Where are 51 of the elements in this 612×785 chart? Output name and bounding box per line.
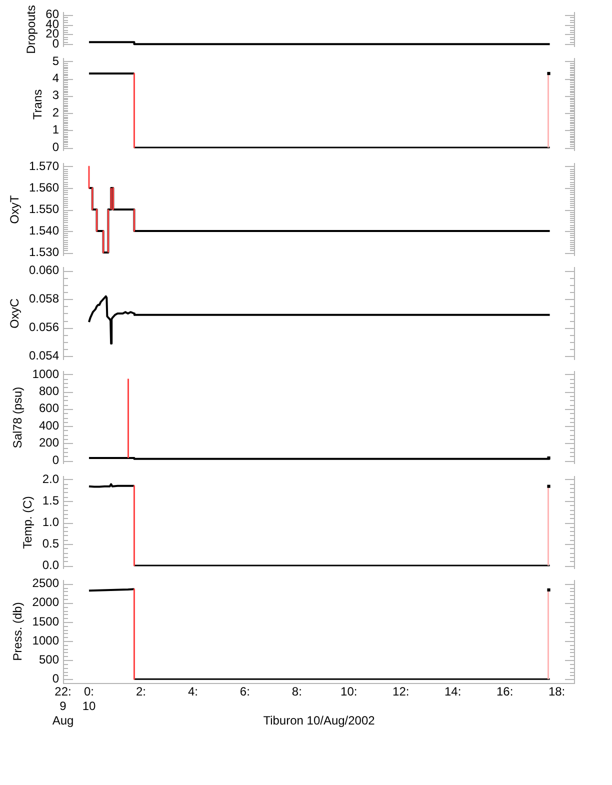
y-tick-label: 1.5 bbox=[42, 493, 60, 508]
y-tick-label: 0.5 bbox=[42, 536, 60, 550]
y-tick-label: 0.060 bbox=[28, 262, 60, 277]
x-tick-label: 14: bbox=[444, 684, 462, 699]
x-tick-label: 16: bbox=[496, 684, 514, 699]
x-tick-label: 2: bbox=[136, 684, 146, 699]
y-tick-label: 1.540 bbox=[28, 223, 60, 238]
y-tick-label: 2.0 bbox=[42, 472, 60, 486]
y-tick-label: 1 bbox=[52, 122, 60, 137]
y-tick-label: 2 bbox=[52, 105, 60, 120]
y-tick-label: 0 bbox=[52, 452, 60, 467]
y-tick-label: 1500 bbox=[32, 614, 60, 628]
y-tick-label: 1.570 bbox=[28, 158, 60, 173]
x-tick-label: 8: bbox=[292, 684, 302, 699]
y-tick-label: 2500 bbox=[32, 576, 60, 590]
y-tick-label: 0 bbox=[52, 672, 60, 686]
x-tick-label: 6: bbox=[240, 684, 250, 699]
y-axis-title: Press. (db) bbox=[10, 602, 25, 661]
x-tick-label: 22: 9 Aug bbox=[52, 684, 74, 728]
y-tick-label: 1000 bbox=[32, 633, 60, 648]
y-axis-title: OxyT bbox=[7, 194, 22, 224]
y-axis-title: Temp. (C) bbox=[20, 496, 35, 549]
y-tick-label: 1.0 bbox=[42, 514, 60, 529]
y-tick-label: 400 bbox=[38, 418, 60, 432]
x-tick-label: 12: bbox=[392, 684, 410, 699]
y-tick-label: 500 bbox=[38, 652, 60, 666]
y-axis-title: Dropouts bbox=[24, 5, 38, 54]
y-tick-label: 0.054 bbox=[28, 348, 60, 363]
y-tick-label: 0.056 bbox=[28, 320, 60, 334]
y-tick-label: 0 bbox=[52, 140, 60, 154]
y-axis-title: OxyC bbox=[7, 298, 22, 328]
y-tick-label: 1.530 bbox=[28, 244, 60, 259]
x-tick-label: 0: 10 bbox=[82, 684, 96, 713]
y-tick-label: 1.550 bbox=[28, 202, 60, 216]
y-tick-label: 200 bbox=[38, 436, 60, 450]
y-tick-label: 800 bbox=[38, 384, 60, 398]
y-tick-label: 4 bbox=[52, 70, 60, 85]
y-tick-label: 0.0 bbox=[42, 558, 60, 572]
y-axis-title: Sal78 (psu) bbox=[10, 386, 25, 448]
y-tick-label: 5 bbox=[52, 54, 60, 68]
y-tick-label: 1.560 bbox=[28, 180, 60, 194]
y-tick-label: 1000 bbox=[32, 366, 60, 381]
x-tick-label: 10: bbox=[340, 684, 358, 699]
y-tick-label: 0.058 bbox=[28, 292, 60, 306]
x-tick-label: 4: bbox=[188, 684, 198, 699]
y-tick-label: 600 bbox=[38, 401, 60, 416]
y-axis-title: Trans bbox=[30, 89, 45, 120]
y-tick-label: 3 bbox=[52, 88, 60, 102]
x-tick-label: 18: bbox=[548, 684, 566, 699]
y-tick-label: 2000 bbox=[32, 595, 60, 610]
x-axis-title: Tiburon 10/Aug/2002 bbox=[263, 713, 376, 728]
